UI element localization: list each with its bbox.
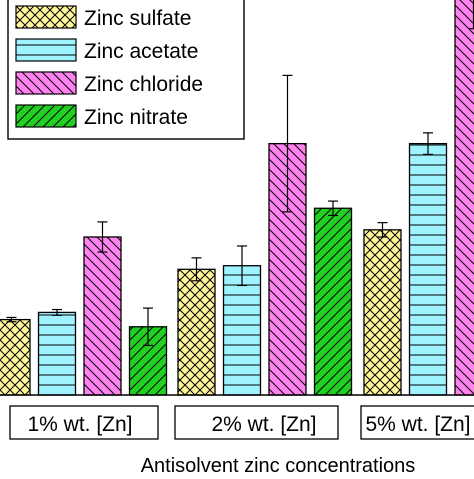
legend-swatch-zinc-sulfate xyxy=(16,6,76,28)
legend-swatch-zinc-chloride xyxy=(16,72,76,94)
category-labels: 1% wt. [Zn] 2% wt. [Zn] 5% wt. [Zn] xyxy=(10,406,474,439)
category-label-3: 5% wt. [Zn] xyxy=(365,413,470,436)
legend-swatch-zinc-nitrate xyxy=(16,105,76,127)
legend-swatch-zinc-acetate xyxy=(16,39,76,61)
legend-label-zinc-acetate: Zinc acetate xyxy=(84,40,198,63)
bar-zinc-sulfate-2 xyxy=(178,269,215,395)
legend-label-zinc-nitrate: Zinc nitrate xyxy=(84,106,188,129)
bar-zinc-acetate-1 xyxy=(39,312,76,395)
bar-zinc-nitrate-2 xyxy=(315,208,352,395)
legend: Zinc sulfate Zinc acetate Zinc chloride Zin… xyxy=(8,0,244,139)
legend-label-zinc-chloride: Zinc chloride xyxy=(84,73,203,96)
bar-zinc-chloride-1 xyxy=(84,237,121,395)
category-label-1: 1% wt. [Zn] xyxy=(27,413,132,436)
bar-zinc-sulfate-1 xyxy=(0,320,30,395)
x-axis-title: Antisolvent zinc concentrations xyxy=(141,455,416,474)
bar-zinc-chloride-3 xyxy=(455,0,474,395)
bar-zinc-sulfate-3 xyxy=(364,230,401,395)
category-label-2: 2% wt. [Zn] xyxy=(211,413,316,436)
legend-label-zinc-sulfate: Zinc sulfate xyxy=(84,7,191,30)
bar-zinc-acetate-3 xyxy=(410,144,447,395)
